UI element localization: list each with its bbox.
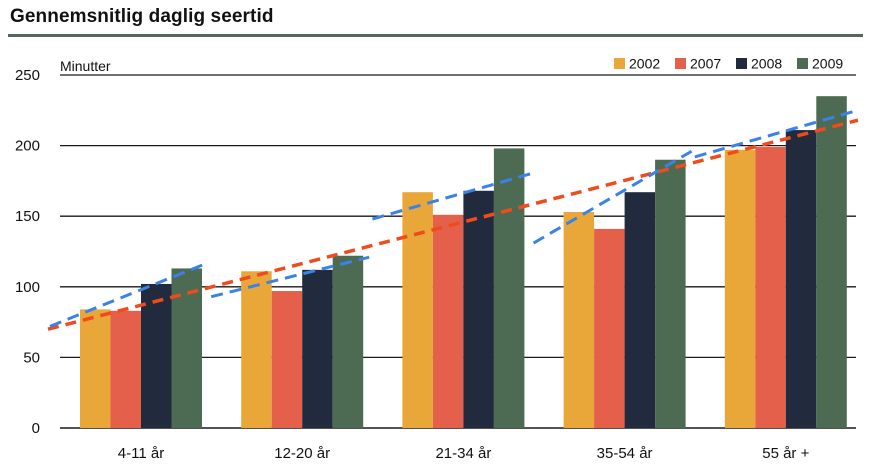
legend-swatch (736, 58, 747, 69)
bar (302, 269, 333, 428)
bars (80, 96, 847, 429)
title-rule (8, 34, 863, 37)
x-tick-label: 55 år + (762, 445, 809, 462)
group-trend-line (49, 261, 209, 328)
group-trend-line (210, 255, 370, 299)
bar (271, 291, 303, 428)
x-tick-label: 12-20 år (274, 445, 330, 462)
x-tick-label: 21-34 år (435, 445, 491, 462)
bar (655, 159, 686, 428)
y-tick-label: 200 (15, 138, 40, 155)
x-axis: 4-11 år 12-20 år 21-34 år 35-54 år 55 år + (118, 445, 810, 462)
legend-label: 2002 (629, 56, 660, 72)
group-trend-line (532, 149, 693, 245)
legend-label: 2009 (812, 56, 843, 72)
bar (493, 148, 525, 428)
bar (402, 192, 433, 428)
legend-swatch (675, 58, 686, 69)
x-tick-label: 4-11 år (118, 445, 164, 462)
group-trend-line (694, 110, 854, 159)
bar (110, 310, 141, 428)
y-tick-label: 0 (32, 420, 40, 437)
bar (816, 96, 847, 429)
bar (755, 147, 786, 428)
legend-label: 2007 (690, 56, 721, 72)
legend-swatch (614, 58, 625, 69)
bar (141, 283, 172, 428)
bar (241, 271, 272, 428)
y-tick-label: 150 (15, 208, 40, 225)
group-trend-line (371, 172, 531, 221)
bar (432, 214, 464, 428)
chart-title: Gennemsnitlig daglig seertid (10, 6, 274, 27)
overall-trend-line (47, 118, 859, 331)
bar (624, 192, 656, 428)
x-tick-label: 35-54 år (597, 445, 653, 462)
y-tick-label: 50 (23, 349, 40, 366)
bar (594, 228, 625, 428)
y-tick-label: 100 (15, 279, 40, 296)
bar (724, 149, 756, 428)
y-axis: 0 50 100 150 200 250 (15, 67, 40, 437)
y-axis-unit-label: Minutter (60, 58, 111, 74)
legend: 2002 2007 2008 2009 (614, 56, 843, 72)
bar (80, 309, 111, 428)
bar (332, 255, 364, 428)
trend-lines (47, 110, 859, 331)
y-tick-label: 250 (15, 67, 40, 84)
bar (785, 130, 817, 428)
legend-swatch (797, 58, 808, 69)
bar (563, 211, 595, 428)
legend-label: 2008 (751, 56, 782, 72)
bar (463, 190, 494, 428)
